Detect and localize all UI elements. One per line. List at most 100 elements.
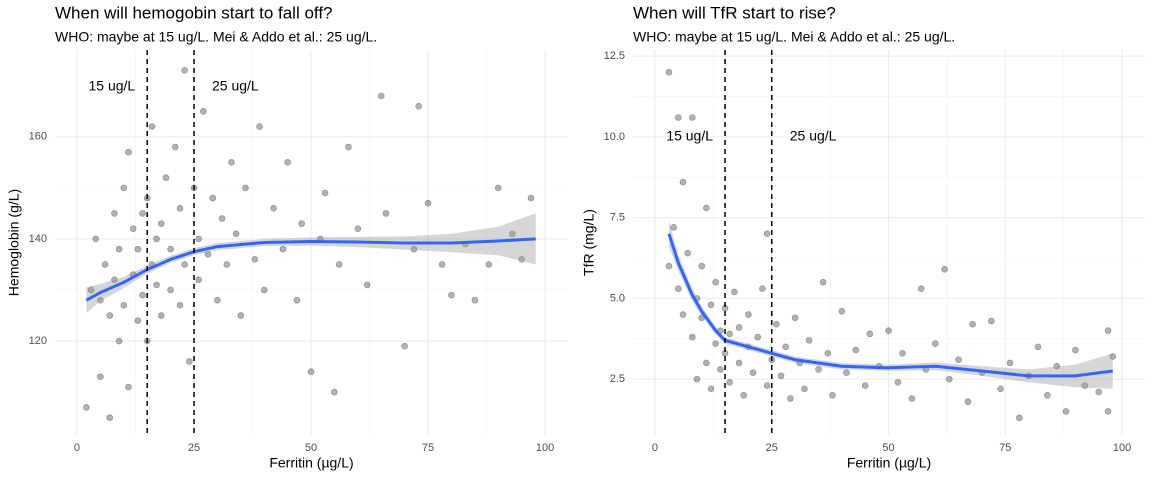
point xyxy=(256,123,263,130)
point xyxy=(509,230,516,238)
point xyxy=(866,330,874,338)
point xyxy=(438,261,446,268)
point xyxy=(111,276,118,284)
point xyxy=(335,261,343,268)
point xyxy=(707,385,715,393)
point xyxy=(129,225,137,233)
point xyxy=(260,286,268,294)
point xyxy=(157,312,165,319)
point xyxy=(1016,414,1023,422)
panel: 0 25 50 75 100 120 140 160 15 ug/L 25 ug/L When wi… xyxy=(6,3,568,471)
point xyxy=(819,278,827,286)
point xyxy=(815,366,822,373)
point xyxy=(218,215,226,222)
point xyxy=(181,67,188,74)
y-tick-label: 140 xyxy=(29,233,47,245)
x-tick-label: 100 xyxy=(1113,442,1131,454)
point xyxy=(679,311,687,318)
point xyxy=(120,302,128,309)
point xyxy=(791,314,799,322)
point xyxy=(120,184,128,192)
point xyxy=(424,199,432,207)
point xyxy=(204,250,212,258)
point xyxy=(988,317,995,325)
point xyxy=(777,372,785,380)
point xyxy=(97,373,104,381)
point xyxy=(1062,408,1070,415)
point xyxy=(684,249,691,257)
point xyxy=(1053,362,1061,370)
point xyxy=(1104,327,1112,334)
point xyxy=(237,312,245,319)
point xyxy=(162,174,170,181)
x-tick-label: 0 xyxy=(74,442,80,454)
point xyxy=(134,245,142,253)
point xyxy=(689,114,696,121)
point xyxy=(176,204,184,212)
point xyxy=(331,388,338,396)
annotation: 25 ug/L xyxy=(212,78,259,94)
point xyxy=(125,383,132,391)
point xyxy=(955,356,962,364)
point xyxy=(106,312,114,319)
point xyxy=(782,343,790,351)
point xyxy=(115,245,123,253)
x-tick-label: 75 xyxy=(999,442,1011,454)
point xyxy=(843,369,850,376)
point xyxy=(153,235,160,243)
point xyxy=(125,148,132,156)
point xyxy=(186,358,193,365)
point xyxy=(703,359,710,367)
point xyxy=(518,256,525,263)
point xyxy=(401,342,408,350)
point xyxy=(284,159,291,166)
point xyxy=(824,349,832,357)
point xyxy=(223,261,231,268)
point xyxy=(494,184,502,192)
point xyxy=(1104,408,1112,415)
point xyxy=(997,385,1004,393)
point xyxy=(712,278,719,286)
point xyxy=(293,296,301,304)
x-tick-label: 100 xyxy=(536,442,554,454)
chart-title: When will hemogobin start to fall off? xyxy=(55,3,333,22)
point xyxy=(410,245,418,253)
x-tick-label: 0 xyxy=(652,442,658,454)
y-tick-label: 160 xyxy=(29,131,47,143)
point xyxy=(106,414,114,421)
point xyxy=(735,359,743,367)
point xyxy=(345,143,352,151)
y-tick-label: 5.0 xyxy=(610,292,625,304)
point xyxy=(382,210,390,217)
point xyxy=(527,194,535,202)
point xyxy=(153,281,160,289)
point xyxy=(740,391,748,399)
point xyxy=(214,296,221,304)
point xyxy=(735,324,743,331)
point xyxy=(139,210,146,217)
chart-title: When will TfR start to rise? xyxy=(633,3,836,22)
point xyxy=(471,296,479,304)
point xyxy=(298,220,305,227)
point xyxy=(805,337,813,344)
point xyxy=(899,349,906,357)
point xyxy=(964,398,972,406)
point xyxy=(917,285,925,292)
point xyxy=(181,261,188,268)
point xyxy=(195,276,202,284)
point xyxy=(228,159,235,166)
point xyxy=(763,230,771,238)
point xyxy=(200,107,207,115)
point xyxy=(1044,391,1051,399)
point xyxy=(717,366,724,373)
point xyxy=(307,368,315,375)
y-tick-label: 7.5 xyxy=(610,212,625,224)
point xyxy=(1072,346,1079,354)
point xyxy=(698,262,705,270)
point xyxy=(321,189,329,197)
point xyxy=(679,178,687,186)
point xyxy=(415,102,422,110)
point xyxy=(908,395,916,402)
point xyxy=(665,262,673,270)
